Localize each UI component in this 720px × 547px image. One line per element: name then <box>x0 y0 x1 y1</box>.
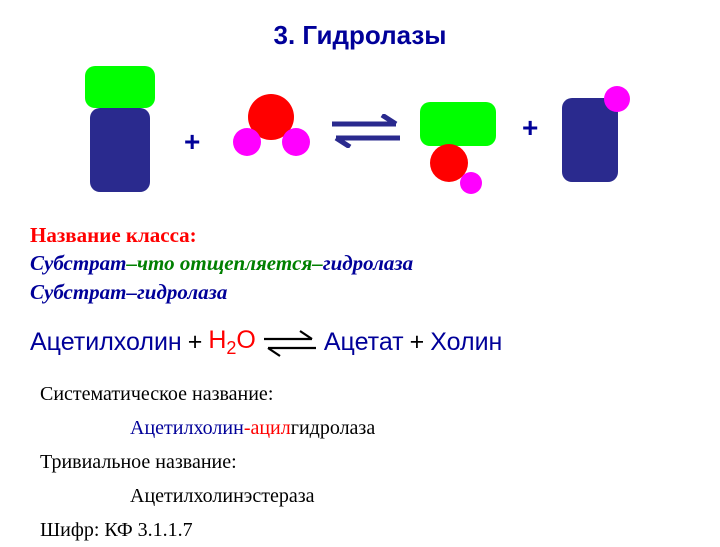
substrate-body-rect <box>90 108 150 192</box>
product1-cap-rect <box>420 102 496 146</box>
product1-h-circle <box>460 172 482 194</box>
text-reaction: Ацетилхолин + H2O Ацетат + Холин <box>30 326 690 359</box>
title-text: 3. Гидролазы <box>273 20 446 50</box>
product2-body-rect <box>562 98 618 182</box>
reversible-arrow-icon <box>330 114 402 148</box>
naming-label: Название класса: <box>30 223 197 247</box>
product-2: Холин <box>430 328 502 357</box>
page-title: 3. Гидролазы <box>30 20 690 51</box>
plus-icon: + <box>184 126 200 158</box>
code-label: Шифр: <box>40 519 104 541</box>
systematic-name-b: -ацил <box>244 417 291 439</box>
reaction-diagram: ++ <box>30 66 690 206</box>
water-h1-circle <box>233 128 261 156</box>
plus-icon: + <box>522 112 538 144</box>
class-naming-rule: Название класса: Субстрат–что отщепляетс… <box>30 221 690 306</box>
product2-h-circle <box>604 86 630 112</box>
naming-hydrolase-2: –гидролаза <box>127 280 228 304</box>
naming-leaving: –что отщепляется– <box>127 251 323 275</box>
enzyme-names: Систематическое название: Ацетилхолин-ац… <box>40 377 690 547</box>
naming-hydrolase: гидролаза <box>323 251 413 275</box>
water-h: H <box>208 326 226 354</box>
product-1: Ацетат <box>324 328 404 357</box>
systematic-name-label: Систематическое название: <box>40 377 690 411</box>
plus-icon: + <box>188 328 203 357</box>
systematic-name-c: гидролаза <box>291 417 375 439</box>
plus-icon: + <box>410 328 425 357</box>
systematic-name-a: Ацетилхолин <box>130 417 244 439</box>
water-sub: 2 <box>226 338 236 358</box>
trivial-name-value: Ацетилхолинэстераза <box>130 479 690 513</box>
reagent-1: Ацетилхолин <box>30 328 182 357</box>
naming-substrate: Субстрат <box>30 251 127 275</box>
trivial-name-label: Тривиальное название: <box>40 445 690 479</box>
water-h2-circle <box>282 128 310 156</box>
water-o: O <box>236 326 255 354</box>
code-value: КФ 3.1.1.7 <box>104 519 192 541</box>
naming-substrate-2: Субстрат <box>30 280 127 304</box>
reagent-water: H2O <box>208 326 256 359</box>
reversible-arrow-icon <box>262 328 318 358</box>
substrate-cap-rect <box>85 66 155 108</box>
